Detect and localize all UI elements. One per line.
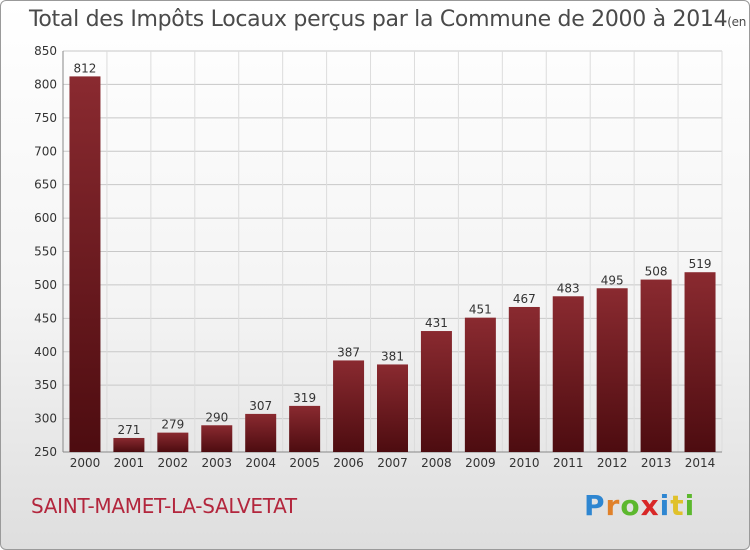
bar — [596, 288, 628, 452]
y-tick-label: 700 — [34, 144, 57, 158]
bar-value-label: 812 — [74, 61, 97, 75]
bar — [69, 76, 101, 452]
bar-value-label: 451 — [469, 303, 492, 317]
logo-letter: i — [684, 489, 696, 522]
logo-letter: P — [584, 489, 606, 522]
y-tick-label: 300 — [34, 412, 57, 426]
bar-value-label: 508 — [645, 265, 668, 279]
logo-letter: t — [670, 489, 685, 522]
y-tick-label: 500 — [34, 278, 57, 292]
x-tick-label: 2004 — [245, 456, 276, 470]
x-tick-label: 2007 — [377, 456, 408, 470]
bar — [289, 405, 321, 452]
commune-name: SAINT-MAMET-LA-SALVETAT — [31, 494, 297, 518]
x-tick-label: 2009 — [465, 456, 496, 470]
bar — [420, 331, 452, 452]
x-tick-label: 2008 — [421, 456, 452, 470]
logo-letter: i — [659, 489, 671, 522]
x-tick-label: 2013 — [641, 456, 672, 470]
bar — [245, 413, 277, 452]
bar — [333, 360, 365, 452]
logo-letter: r — [605, 489, 621, 522]
chart-title: Total des Impôts Locaux perçus par la Co… — [29, 7, 749, 32]
y-tick-label: 450 — [34, 311, 57, 325]
y-tick-label: 650 — [34, 178, 57, 192]
x-tick-label: 2005 — [289, 456, 320, 470]
y-tick-label: 850 — [34, 44, 57, 58]
bar — [464, 317, 496, 452]
x-axis: 2000 2001 2002 2003 2004 2005 2006 2007 2008 2009… — [70, 456, 716, 470]
bar-value-label: 271 — [117, 423, 140, 437]
bar-value-label: 290 — [205, 410, 228, 424]
bar — [157, 432, 189, 452]
x-tick-label: 2000 — [70, 456, 101, 470]
y-tick-label: 550 — [34, 245, 57, 259]
x-tick-label: 2002 — [158, 456, 189, 470]
x-tick-label: 2010 — [509, 456, 540, 470]
bar-value-label: 387 — [337, 345, 360, 359]
x-tick-label: 2012 — [597, 456, 628, 470]
bar-value-label: 431 — [425, 316, 448, 330]
proxiti-logo[interactable]: Proxiti — [584, 489, 695, 522]
x-tick-label: 2011 — [553, 456, 584, 470]
bar-value-label: 467 — [513, 292, 536, 306]
y-tick-label: 400 — [34, 345, 57, 359]
bar — [377, 364, 408, 452]
chart-unit: (en milliers d'€) — [727, 15, 749, 29]
y-tick-label: 250 — [34, 445, 57, 459]
y-tick-label: 350 — [34, 378, 57, 392]
logo-letter: o — [620, 489, 641, 522]
bar-value-label: 279 — [161, 418, 184, 432]
chart-title-text: Total des Impôts Locaux perçus par la Co… — [29, 7, 728, 32]
bar — [640, 279, 672, 452]
bar — [201, 425, 233, 452]
y-tick-label: 600 — [34, 211, 57, 225]
bar-value-label: 319 — [293, 391, 316, 405]
x-tick-label: 2014 — [685, 456, 716, 470]
bar — [552, 296, 584, 452]
bar-value-label: 307 — [249, 399, 272, 413]
logo-letter: x — [640, 489, 660, 522]
bar — [508, 306, 540, 452]
bar-value-label: 519 — [689, 257, 712, 271]
bar — [113, 437, 145, 452]
bar-value-label: 495 — [601, 273, 624, 287]
x-tick-label: 2001 — [114, 456, 145, 470]
bar-value-label: 381 — [381, 349, 404, 363]
bar-value-label: 483 — [557, 281, 580, 295]
y-tick-label: 750 — [34, 111, 57, 125]
bar — [684, 272, 716, 452]
x-tick-label: 2003 — [201, 456, 232, 470]
y-tick-label: 800 — [34, 77, 57, 91]
x-tick-label: 2006 — [333, 456, 364, 470]
bars: 812 271 279 290 307 319 387 381 431 451 467 483 495 5… — [69, 61, 716, 452]
